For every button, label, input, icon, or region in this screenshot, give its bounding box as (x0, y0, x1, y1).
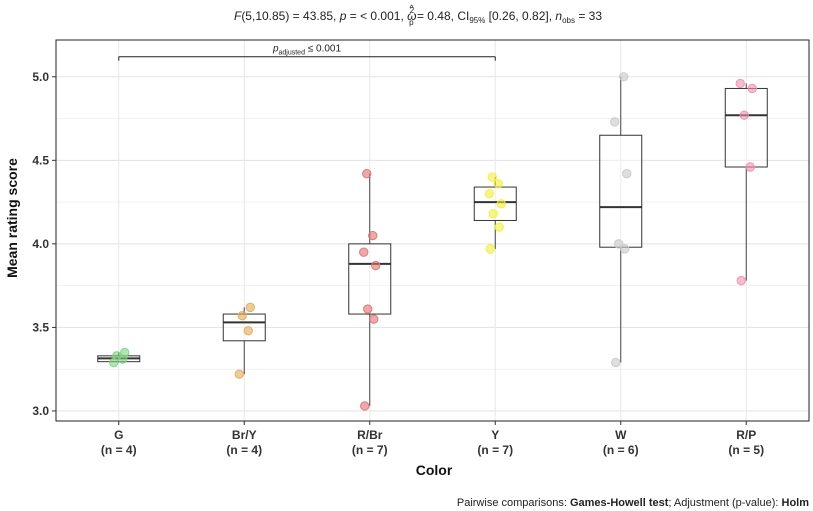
y-tick-label: 5.0 (32, 70, 49, 84)
comparison-bracket: padjusted ≤ 0.001 (118, 44, 496, 61)
caption-test: Games-Howell test (570, 497, 669, 509)
data-point (363, 304, 373, 314)
x-tick-label: Br/Y (232, 428, 257, 442)
y-tick-label: 4.5 (32, 153, 49, 167)
data-point (739, 110, 749, 120)
chart-caption: Pairwise comparisons: Games-Howell test;… (457, 497, 809, 509)
data-point (360, 401, 370, 411)
y-axis: 3.0 3.5 4.0 4.5 5.0 (32, 70, 56, 418)
x-tick-label: Y (491, 428, 499, 442)
x-tick-count-label: (n = 4) (226, 443, 262, 457)
subtitle-n-symbol: n (555, 9, 562, 23)
data-point (494, 222, 504, 232)
subtitle-ci-value: [0.26, 0.82], (485, 9, 555, 23)
subtitle-ci-sub: 95% (469, 16, 485, 25)
data-point (234, 369, 244, 379)
data-point (619, 72, 629, 82)
chart-subtitle: F(5,10.85) = 43.85, p = < 0.001, ω^2 p = … (234, 3, 602, 27)
box-iqr (599, 134, 643, 248)
x-tick-label: W (615, 428, 627, 442)
data-point (614, 239, 624, 249)
data-point (488, 209, 498, 219)
data-point (487, 172, 497, 182)
x-tick-label: R/Br (357, 428, 383, 442)
subtitle-f-symbol: F (234, 9, 242, 23)
subtitle-omega-symbol: ω (407, 9, 416, 23)
x-tick-count-label: (n = 7) (352, 443, 388, 457)
data-point (243, 326, 253, 336)
data-point (112, 351, 122, 361)
box-iqr (348, 243, 392, 315)
comparison-label: padjusted ≤ 0.001 (272, 44, 342, 57)
grid-lines (56, 40, 809, 421)
data-point (368, 230, 378, 241)
box-plots (97, 76, 768, 406)
x-tick-label: R/P (736, 428, 756, 442)
data-point (736, 275, 746, 286)
x-tick-count-label: (n = 6) (603, 443, 639, 457)
data-point (745, 162, 755, 172)
comparison-p-value: ≤ 0.001 (305, 44, 342, 55)
y-axis-title: Mean rating score (4, 158, 20, 278)
y-tick-label: 4.0 (32, 237, 49, 251)
subtitle-n-sub: obs (562, 16, 575, 25)
data-point (359, 247, 369, 257)
pairwise-comparisons: padjusted ≤ 0.001 (118, 44, 496, 61)
box-iqr (724, 87, 768, 168)
subtitle-omega-sup: 2 (410, 6, 415, 15)
box-w (599, 76, 643, 363)
plot-panel-border (55, 39, 810, 422)
x-axis: G(n = 4)Br/Y(n = 4)R/Br(n = 7)Y(n = 7)W(… (101, 421, 764, 457)
data-point (747, 83, 757, 94)
caption-adjustment: Holm (782, 497, 810, 509)
data-point (484, 189, 494, 199)
x-tick-count-label: (n = 7) (477, 443, 513, 457)
data-point (622, 168, 632, 179)
comparison-p-symbol: p (272, 44, 279, 55)
comparison-p-sub: adjusted (279, 50, 306, 57)
subtitle-omega-sub: p (409, 18, 414, 27)
caption-middle: ; Adjustment (p-value): (668, 497, 781, 509)
subtitle-omega-value: = 0.48, CI (414, 9, 470, 23)
data-point (237, 311, 247, 321)
data-point (611, 357, 621, 368)
x-tick-label: G (114, 428, 123, 442)
data-point (485, 244, 495, 254)
box-r-p (724, 83, 768, 281)
x-axis-title: Color (416, 462, 453, 478)
data-point (369, 314, 379, 324)
data-points (109, 72, 757, 411)
caption-prefix: Pairwise comparisons: (457, 497, 570, 509)
subtitle-p-symbol: p (339, 9, 347, 23)
data-point (493, 179, 503, 189)
subtitle-p-value: = < 0.001, (346, 9, 407, 23)
data-point (120, 347, 130, 358)
data-point (496, 199, 506, 209)
y-tick-label: 3.5 (32, 320, 49, 334)
data-point (362, 168, 372, 179)
data-point (735, 78, 745, 89)
x-tick-count-label: (n = 4) (101, 443, 137, 457)
x-tick-count-label: (n = 5) (728, 443, 764, 457)
data-point (245, 302, 255, 313)
data-point (620, 244, 630, 254)
subtitle-f-args: (5,10.85) = 43.85, (241, 9, 339, 23)
data-point (610, 117, 620, 127)
box-r-br (348, 173, 392, 406)
subtitle-omega-hat: ^ (409, 3, 414, 13)
y-tick-label: 3.0 (32, 404, 49, 418)
subtitle-n-value: = 33 (575, 9, 602, 23)
data-point (371, 260, 381, 271)
